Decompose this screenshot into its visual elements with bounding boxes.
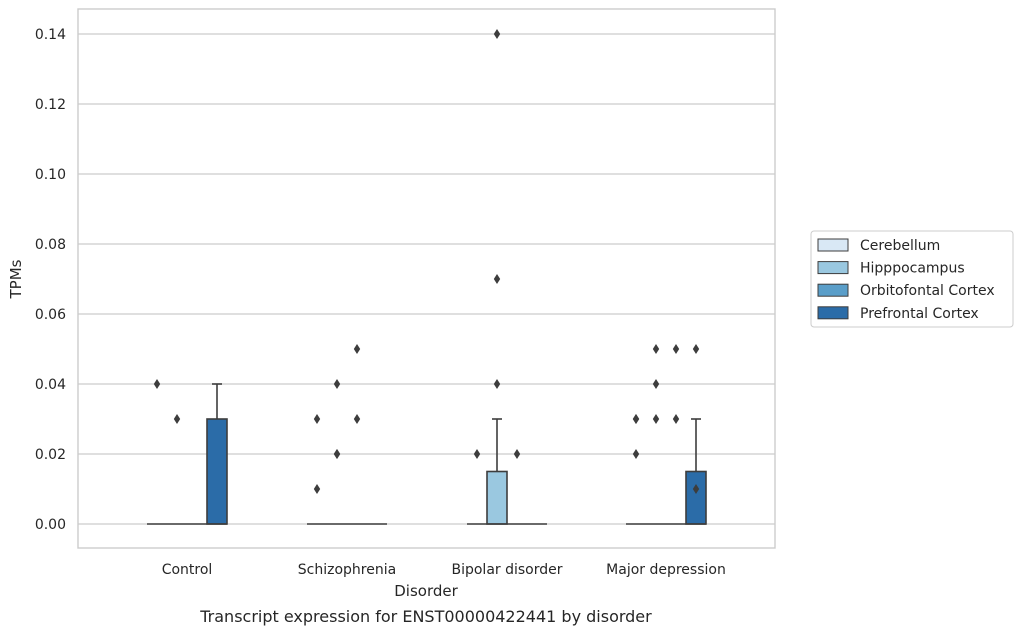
x-tick-label: Major depression: [606, 562, 726, 578]
outlier-point: [353, 414, 361, 424]
box-cerebellum: [626, 414, 646, 525]
y-axis-label: TPMs: [7, 259, 25, 299]
outlier-point: [652, 344, 660, 354]
outlier-point: [493, 274, 501, 284]
x-axis-label: Disorder: [394, 582, 458, 600]
outlier-point: [353, 344, 361, 354]
y-tick-label: 0.02: [35, 447, 66, 463]
legend-item: Hipppocampus: [817, 261, 965, 277]
box-prefrontal-cortex: [206, 383, 228, 525]
legend-frame: [810, 230, 1014, 328]
outlier-point: [652, 379, 660, 389]
box-hipppocampus: [646, 344, 666, 525]
box-prefrontal-cortex: [685, 344, 707, 525]
y-tick-label: 0.06: [35, 307, 66, 323]
outlier-point: [692, 344, 700, 354]
outlier-point: [632, 449, 640, 459]
box-hipppocampus: [167, 414, 187, 525]
box-orbitofontal-cortex: [507, 449, 527, 525]
outlier-point: [313, 414, 321, 424]
x-tick-labels: Control Schizophrenia Bipolar disorder Majo…: [162, 562, 726, 578]
plot-frame: [77, 8, 776, 549]
box-body: [486, 470, 508, 525]
legend-label: Cerebellum: [860, 238, 940, 254]
box-hipppocampus: [486, 29, 508, 525]
outlier-point: [333, 449, 341, 459]
y-tick-labels: 0.00 0.02 0.04 0.06 0.08 0.10 0.12 0.14: [35, 27, 66, 533]
y-tick-label: 0.14: [35, 27, 66, 43]
y-tick-label: 0.12: [35, 97, 66, 113]
y-tick-label: 0.04: [35, 377, 66, 393]
outlier-point: [652, 414, 660, 424]
legend-swatch: [817, 238, 849, 252]
outlier-point: [672, 414, 680, 424]
box-body: [206, 418, 228, 525]
outlier-point: [692, 484, 700, 494]
x-tick-label: Control: [162, 562, 213, 578]
y-tick-label: 0.10: [35, 167, 66, 183]
outlier-point: [473, 449, 481, 459]
outlier-point: [333, 379, 341, 389]
box-cerebellum: [467, 449, 487, 525]
legend-label: Hipppocampus: [860, 261, 965, 277]
plot-frame-rect: [77, 8, 776, 549]
legend-item: Orbitofontal Cortex: [817, 283, 995, 299]
legend-swatch: [817, 261, 849, 275]
legend-label: Orbitofontal Cortex: [860, 283, 995, 299]
outlier-point: [632, 414, 640, 424]
box-orbitofontal-cortex: [666, 344, 686, 525]
box-orbitofontal-cortex: [347, 344, 367, 525]
box-cerebellum: [147, 379, 167, 525]
y-tick-label: 0.00: [35, 517, 66, 533]
outlier-point: [513, 449, 521, 459]
x-tick-label: Schizophrenia: [298, 562, 396, 578]
legend: Cerebellum Hipppocampus Orbitofontal Corte…: [810, 230, 1014, 328]
gridlines: [78, 33, 775, 525]
x-tick-label: Bipolar disorder: [451, 562, 562, 578]
outlier-point: [313, 484, 321, 494]
legend-swatch: [817, 306, 849, 320]
legend-label: Prefrontal Cortex: [860, 306, 979, 322]
legend-items: Cerebellum Hipppocampus Orbitofontal Corte…: [817, 238, 995, 322]
outlier-point: [173, 414, 181, 424]
outlier-point: [153, 379, 161, 389]
figure-caption: Transcript expression for ENST0000042244…: [199, 607, 652, 626]
legend-item: Cerebellum: [817, 238, 940, 254]
outlier-point: [493, 379, 501, 389]
boxes: [147, 29, 707, 525]
y-tick-label: 0.08: [35, 237, 66, 253]
legend-item: Prefrontal Cortex: [817, 306, 979, 322]
box-body: [685, 470, 707, 525]
outlier-point: [672, 344, 680, 354]
box-cerebellum: [307, 414, 327, 525]
box-hipppocampus: [327, 379, 347, 525]
outlier-point: [493, 29, 501, 39]
legend-swatch: [817, 283, 849, 297]
